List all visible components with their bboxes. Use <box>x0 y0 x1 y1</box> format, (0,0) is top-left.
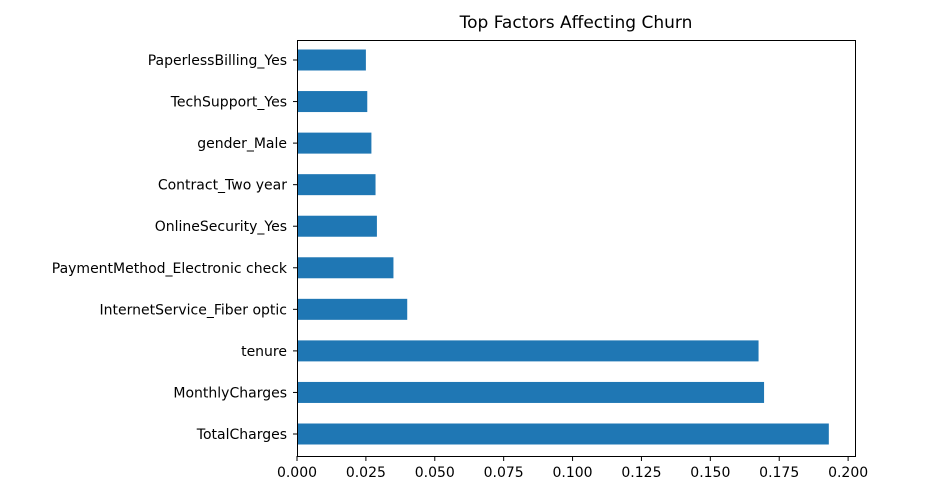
bar <box>297 340 759 362</box>
y-tick-label: PaymentMethod_Electronic check <box>52 261 288 277</box>
x-tick-label: 0.150 <box>690 465 730 481</box>
y-tick-label: Contract_Two year <box>158 178 287 194</box>
plot-frame <box>297 40 856 457</box>
y-tick-label: OnlineSecurity_Yes <box>155 219 287 235</box>
y-tick-label: TechSupport_Yes <box>170 95 287 111</box>
x-tick-label: 0.125 <box>621 465 661 481</box>
bar <box>297 49 366 71</box>
bar <box>297 174 376 196</box>
bar <box>297 298 408 320</box>
y-tick-label: PaperlessBilling_Yes <box>148 53 287 69</box>
bar <box>297 257 394 279</box>
bars-group <box>297 49 829 445</box>
y-tick-label: MonthlyCharges <box>173 385 287 401</box>
bar <box>297 381 765 403</box>
y-tick-label: InternetService_Fiber optic <box>100 302 288 318</box>
x-tick-label: 0.100 <box>553 465 593 481</box>
bar <box>297 91 368 113</box>
x-tick-label: 0.000 <box>277 465 317 481</box>
y-tick-label: tenure <box>241 344 287 360</box>
x-tick-label: 0.200 <box>828 465 868 481</box>
x-tick-label: 0.050 <box>415 465 455 481</box>
y-tick-label: gender_Male <box>197 136 287 152</box>
y-tick-labels: PaperlessBilling_Yes TechSupport_Yesgende… <box>52 53 297 443</box>
chart-title: Top Factors Affecting Churn <box>459 13 693 33</box>
x-tick-label: 0.075 <box>484 465 524 481</box>
x-tick-label: 0.175 <box>759 465 799 481</box>
bar <box>297 215 377 237</box>
x-tick-label: 0.025 <box>346 465 386 481</box>
x-ticks: 0.000 0.025 0.050 0.075 0.100 0.125 0.150 0.175… <box>277 456 868 481</box>
y-tick-label: TotalCharges <box>196 427 287 443</box>
bar <box>297 423 829 445</box>
bar <box>297 132 372 154</box>
